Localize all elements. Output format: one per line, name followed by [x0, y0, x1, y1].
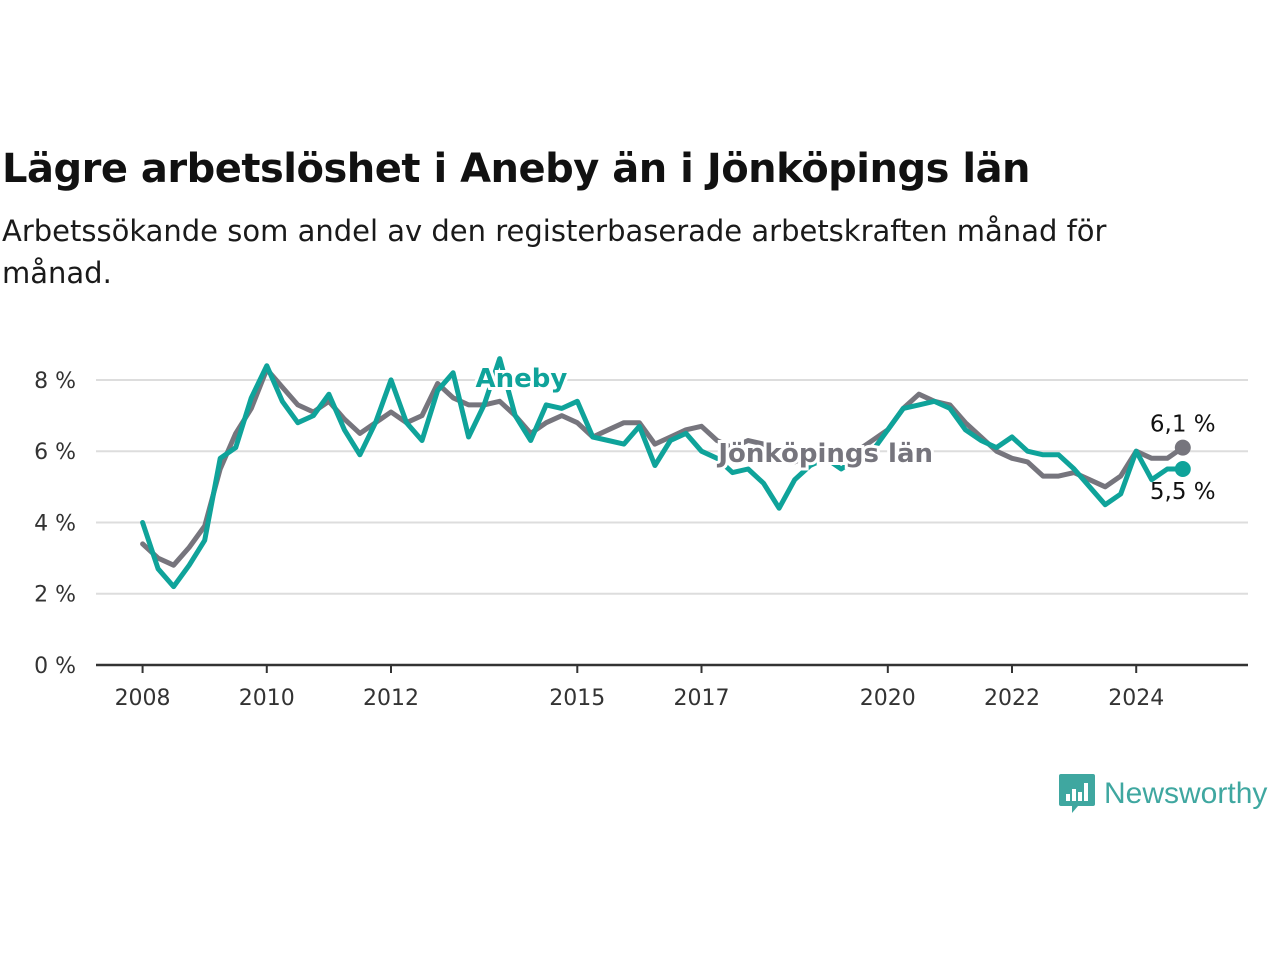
x-axis-ticks: 2008 2010 2012 2015 2017 2020 2022 2024: [115, 665, 1164, 711]
newsworthy-logo-icon: [1059, 774, 1095, 813]
x-tick-label: 2008: [115, 686, 171, 711]
jonkoping-end-label: 6,1 %: [1150, 412, 1216, 438]
x-tick-label: 2022: [984, 686, 1040, 711]
series-labels: 6,1 % 5,5 % Aneby Jönköpings län: [472, 361, 1216, 505]
aneby-end-label: 5,5 %: [1150, 479, 1216, 505]
aneby-series-label: Aneby: [475, 364, 567, 394]
x-tick-label: 2024: [1108, 686, 1164, 711]
chart-subtitle: Arbetssökande som andel av den registerb…: [2, 214, 1107, 290]
y-tick-label: 6 %: [34, 440, 76, 465]
brand-logo: Newsworthy: [1058, 772, 1267, 816]
series-lines: [140, 356, 1191, 590]
y-tick-label: 2 %: [34, 583, 76, 608]
jonkoping-end-point: [1174, 439, 1191, 456]
y-tick-label: 4 %: [34, 511, 76, 536]
x-tick-label: 2017: [673, 686, 729, 711]
gridlines: [96, 378, 1248, 667]
line-chart: 0 % 2 % 4 % 6 % 8 % 2008 2010 2012 2015 2017 2020…: [34, 356, 1248, 711]
aneby-end-point: [1174, 461, 1191, 478]
jonkoping-series-label: Jönköpings län: [716, 439, 933, 469]
brand-name: Newsworthy: [1104, 777, 1268, 810]
x-tick-label: 2010: [239, 686, 295, 711]
x-tick-label: 2020: [860, 686, 916, 711]
y-tick-label: 0 %: [34, 654, 76, 679]
x-tick-label: 2012: [363, 686, 419, 711]
aneby-line: [140, 356, 1186, 590]
chart-title: Lägre arbetslöshet i Aneby än i Jönköpin…: [2, 146, 1031, 192]
y-axis-ticks: 0 % 2 % 4 % 6 % 8 %: [34, 369, 76, 679]
jonkoping-line: [140, 366, 1186, 568]
x-tick-label: 2015: [549, 686, 605, 711]
y-tick-label: 8 %: [34, 369, 76, 394]
